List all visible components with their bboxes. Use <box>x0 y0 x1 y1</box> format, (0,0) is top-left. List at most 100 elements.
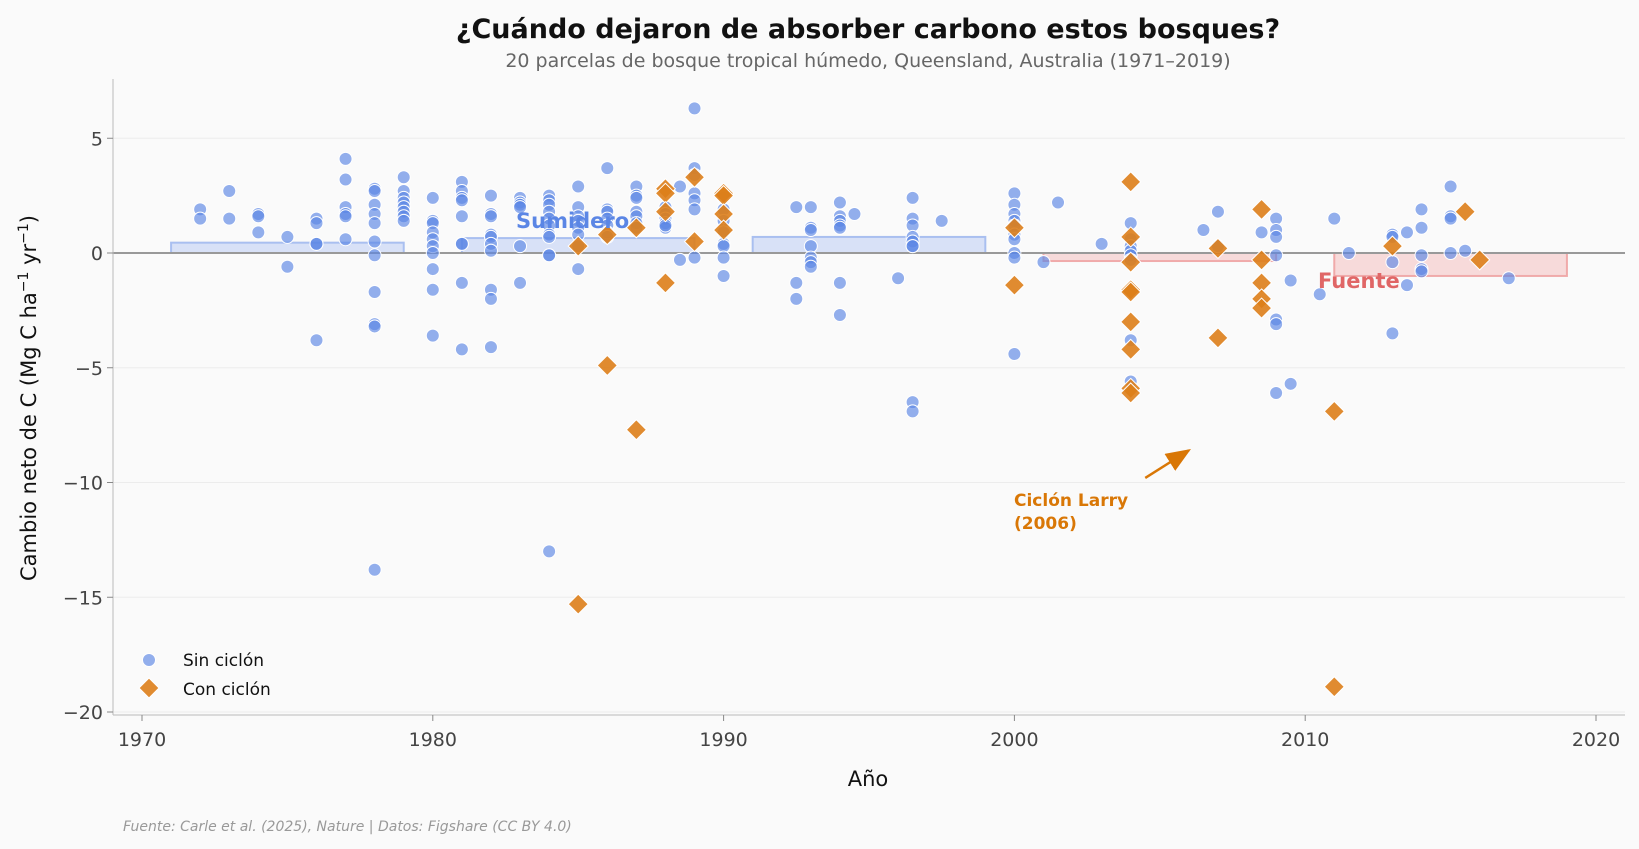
point-no-cyclone <box>1341 246 1356 260</box>
point-no-cyclone <box>222 211 237 226</box>
point-no-cyclone <box>832 220 847 235</box>
point-no-cyclone <box>1269 229 1284 244</box>
data-points <box>193 101 1516 698</box>
point-no-cyclone <box>513 239 528 254</box>
annotation-line2: (2006) <box>1014 514 1077 534</box>
point-no-cyclone <box>789 291 804 306</box>
point-no-cyclone <box>1385 326 1400 341</box>
point-no-cyclone <box>222 184 237 199</box>
x-tick-label: 1980 <box>409 729 457 751</box>
point-no-cyclone <box>425 328 440 343</box>
cyclone-larry-annotation: Ciclón Larry (2006) <box>1014 449 1191 534</box>
point-no-cyclone <box>513 200 528 215</box>
point-no-cyclone <box>934 213 949 228</box>
point-no-cyclone <box>1414 264 1429 279</box>
point-no-cyclone <box>789 200 804 215</box>
point-cyclone <box>1120 251 1142 273</box>
x-axis-label: Año <box>848 767 889 791</box>
annotation-line1: Ciclón Larry <box>1014 491 1128 511</box>
point-no-cyclone <box>803 223 818 238</box>
point-no-cyclone <box>483 188 498 203</box>
point-cyclone <box>1120 338 1142 361</box>
point-no-cyclone <box>1210 204 1225 219</box>
point-no-cyclone <box>425 262 440 277</box>
point-cyclone <box>683 230 706 253</box>
point-cyclone <box>654 272 677 294</box>
point-cyclone <box>1207 327 1229 349</box>
point-no-cyclone <box>1007 346 1022 361</box>
point-no-cyclone <box>396 213 411 228</box>
point-no-cyclone <box>1414 220 1429 235</box>
point-no-cyclone <box>803 200 818 215</box>
y-tick-label: 0 <box>91 243 103 265</box>
chart-title: ¿Cuándo dejaron de absorber carbono esto… <box>456 14 1280 45</box>
point-no-cyclone <box>571 179 586 194</box>
point-no-cyclone <box>193 211 208 226</box>
legend-label-cyclone: Con ciclón <box>183 680 271 700</box>
point-no-cyclone <box>571 262 586 277</box>
point-cyclone <box>1250 198 1273 221</box>
point-no-cyclone <box>396 170 411 185</box>
point-no-cyclone <box>1283 376 1298 391</box>
point-no-cyclone <box>1312 287 1327 302</box>
point-cyclone <box>1454 200 1476 223</box>
point-cyclone <box>1207 237 1229 260</box>
point-cyclone <box>1250 297 1273 319</box>
point-cyclone <box>1120 226 1142 248</box>
x-tick-label: 1970 <box>118 729 166 751</box>
legend: Sin ciclón Con ciclón <box>138 651 271 700</box>
point-no-cyclone <box>425 190 440 205</box>
point-no-cyclone <box>1196 223 1211 238</box>
sink-band <box>751 235 987 254</box>
point-no-cyclone <box>367 562 382 577</box>
point-no-cyclone <box>280 259 295 274</box>
x-tick-label: 2010 <box>1281 729 1329 751</box>
point-no-cyclone <box>483 340 498 355</box>
point-cyclone <box>596 223 618 246</box>
point-no-cyclone <box>629 190 644 205</box>
point-no-cyclone <box>1051 195 1066 210</box>
point-no-cyclone <box>1283 273 1298 288</box>
y-tick-label: −5 <box>75 358 103 380</box>
point-no-cyclone <box>454 209 469 224</box>
point-no-cyclone <box>454 236 469 251</box>
axes <box>112 79 1625 716</box>
point-cyclone <box>712 184 735 207</box>
point-no-cyclone <box>425 282 440 297</box>
point-no-cyclone <box>513 275 528 290</box>
x-tick-label: 2000 <box>990 729 1038 751</box>
point-no-cyclone <box>672 179 687 194</box>
point-cyclone <box>1120 311 1142 333</box>
point-no-cyclone <box>672 252 687 267</box>
point-no-cyclone <box>832 275 847 290</box>
point-cyclone <box>1120 171 1142 193</box>
point-no-cyclone <box>1399 225 1414 240</box>
point-no-cyclone <box>483 209 498 224</box>
point-no-cyclone <box>483 291 498 306</box>
point-cyclone <box>1323 676 1345 698</box>
chart-subtitle: 20 parcelas de bosque tropical húmedo, Q… <box>505 50 1230 72</box>
point-no-cyclone <box>1458 243 1473 258</box>
point-no-cyclone <box>425 246 440 260</box>
point-cyclone <box>1120 281 1142 303</box>
point-no-cyclone <box>891 271 906 286</box>
legend-marker-cyclone <box>138 677 160 699</box>
point-no-cyclone <box>687 250 702 265</box>
point-cyclone <box>625 419 648 441</box>
point-cyclone <box>567 235 589 257</box>
point-no-cyclone <box>1399 278 1414 293</box>
point-no-cyclone <box>367 285 382 300</box>
x-tick-label: 1990 <box>699 729 747 751</box>
point-no-cyclone <box>454 275 469 290</box>
point-no-cyclone <box>716 250 731 265</box>
point-no-cyclone <box>251 225 266 240</box>
point-no-cyclone <box>542 544 557 559</box>
point-no-cyclone <box>338 232 353 247</box>
point-cyclone <box>1003 217 1026 239</box>
point-no-cyclone <box>687 101 702 116</box>
point-no-cyclone <box>280 229 295 244</box>
point-no-cyclone <box>367 248 382 263</box>
source-band <box>1042 252 1278 263</box>
y-tick-label: −15 <box>63 587 103 609</box>
point-cyclone <box>596 354 618 377</box>
